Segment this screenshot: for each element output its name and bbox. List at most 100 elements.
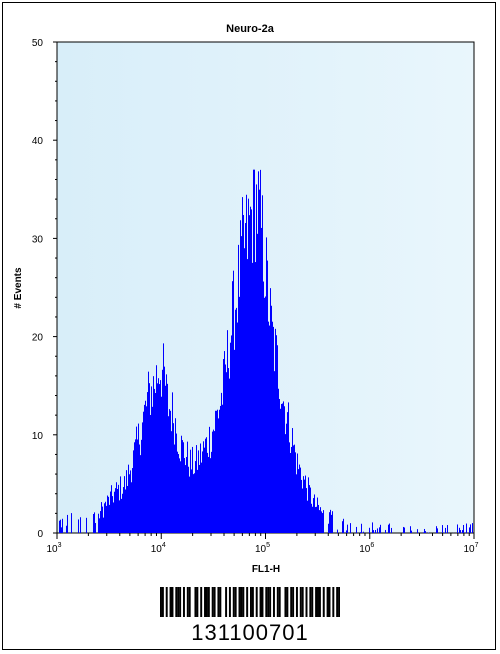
flow-histogram-chart: Neuro-2a 0 10 20 30 40 50 103 104 105 106 107 # E… xyxy=(13,23,479,575)
histogram-bin xyxy=(217,409,218,533)
histogram-bin xyxy=(66,525,67,533)
barcode-bar xyxy=(299,587,302,617)
histogram-bin xyxy=(199,464,200,533)
histogram-bin xyxy=(411,530,412,533)
histogram-bin xyxy=(229,378,230,533)
barcode-image xyxy=(160,587,340,617)
histogram-bin xyxy=(238,244,239,533)
histogram-bin xyxy=(424,528,425,533)
histogram-bin xyxy=(180,461,181,533)
histogram-bin xyxy=(332,511,333,533)
histogram-bin xyxy=(167,383,168,533)
barcode-bar xyxy=(179,587,182,617)
histogram-bin xyxy=(289,442,290,533)
histogram-bin xyxy=(356,526,357,533)
histogram-bin xyxy=(257,233,258,533)
histogram-bin xyxy=(224,351,225,533)
y-axis-label: # Events xyxy=(13,267,24,309)
histogram-bin xyxy=(223,359,224,533)
histogram-bin xyxy=(251,209,252,533)
histogram-bin xyxy=(259,189,260,534)
histogram-bin xyxy=(218,418,219,533)
histogram-bin xyxy=(134,442,135,533)
histogram-bin xyxy=(61,527,62,533)
histogram-bin xyxy=(315,507,316,533)
histogram-bin xyxy=(211,451,212,533)
barcode-bar xyxy=(228,587,231,617)
histogram-bin xyxy=(195,461,196,533)
histogram-bin xyxy=(305,475,306,533)
histogram-bin xyxy=(310,487,311,533)
barcode-bar xyxy=(278,587,281,617)
histogram-bin xyxy=(215,410,216,533)
histogram-bin xyxy=(166,374,167,533)
histogram-bin xyxy=(132,468,133,533)
y-tick-label: 20 xyxy=(32,333,44,344)
histogram-bin xyxy=(207,452,208,533)
histogram-bin xyxy=(232,281,233,533)
histogram-bin xyxy=(171,431,172,533)
barcode-bar xyxy=(188,587,191,617)
histogram-bin xyxy=(164,366,165,533)
barcode-bar xyxy=(219,587,222,617)
histogram-bin xyxy=(170,410,171,533)
barcode-bar xyxy=(232,587,235,617)
histogram-bin xyxy=(266,237,267,533)
histogram-bin xyxy=(148,371,149,533)
histogram-bin xyxy=(447,525,448,533)
histogram-bin xyxy=(59,520,60,533)
histogram-bin xyxy=(237,322,238,533)
histogram-bin xyxy=(462,530,463,533)
histogram-bin xyxy=(147,392,148,533)
histogram-bin xyxy=(131,482,132,533)
histogram-bin xyxy=(169,409,170,533)
barcode-bar xyxy=(284,587,287,617)
histogram-bin xyxy=(287,412,288,533)
histogram-bin xyxy=(106,505,107,533)
histogram-bin xyxy=(316,506,317,533)
histogram-bin xyxy=(139,444,140,533)
histogram-bin xyxy=(304,479,305,533)
histogram-bin xyxy=(375,529,376,533)
barcode-bar xyxy=(196,587,199,617)
histogram-bin xyxy=(286,423,287,533)
histogram-bin xyxy=(425,531,426,533)
histogram-bin xyxy=(319,510,320,533)
x-axis: 103 104 105 106 107 xyxy=(46,533,479,555)
histogram-bin xyxy=(285,434,286,533)
histogram-bin xyxy=(300,467,301,533)
histogram-bin xyxy=(141,439,142,533)
histogram-bin xyxy=(183,442,184,533)
histogram-bin xyxy=(198,450,199,533)
histogram-bin xyxy=(247,259,248,533)
histogram-bin xyxy=(100,511,101,533)
histogram-bin xyxy=(109,504,110,533)
histogram-bin xyxy=(60,519,61,533)
histogram-bin xyxy=(145,400,146,533)
barcode-bar xyxy=(332,587,335,617)
histogram-bin xyxy=(308,477,309,533)
x-tick-label: 107 xyxy=(463,542,478,555)
x-tick-label: 105 xyxy=(255,542,270,555)
histogram-bin xyxy=(329,512,330,533)
histogram-bin xyxy=(208,456,209,533)
histogram-bin xyxy=(219,409,220,533)
histogram-bin xyxy=(320,507,321,533)
histogram-bin xyxy=(233,270,234,533)
histogram-bin xyxy=(343,518,344,533)
histogram-bin xyxy=(71,513,72,533)
histogram-bin xyxy=(281,403,282,533)
barcode-bar xyxy=(171,587,174,617)
histogram-bin xyxy=(252,262,253,533)
histogram-bin xyxy=(265,296,266,533)
histogram-bin xyxy=(280,408,281,533)
histogram-bin xyxy=(274,371,275,533)
histogram-bin xyxy=(270,288,271,533)
histogram-bin xyxy=(302,488,303,533)
histogram-bin xyxy=(268,321,269,533)
histogram-bin xyxy=(67,514,68,533)
histogram-bin xyxy=(261,227,262,533)
histogram-bin xyxy=(62,518,63,533)
histogram-bin xyxy=(202,451,203,533)
histogram-bin xyxy=(188,466,189,533)
